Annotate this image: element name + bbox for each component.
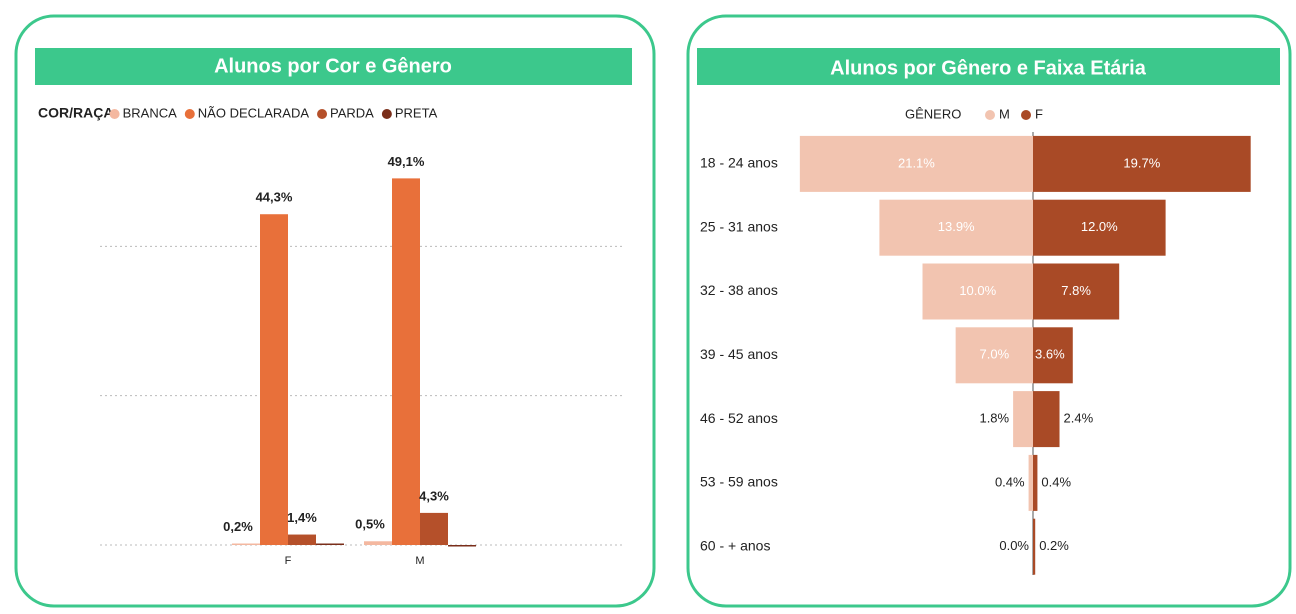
legend-marker xyxy=(381,109,392,119)
data-label: 19.7% xyxy=(1123,155,1160,170)
legend-marker xyxy=(109,109,120,119)
bar xyxy=(392,178,420,546)
data-label: 44,3% xyxy=(256,190,293,205)
data-label: 1.8% xyxy=(979,411,1009,426)
legend-label: F xyxy=(1035,106,1043,121)
card xyxy=(14,14,656,608)
data-label: 1,4% xyxy=(287,510,317,525)
y-tick-label: 46 - 52 anos xyxy=(700,410,778,426)
data-label: 3.6% xyxy=(1035,347,1065,362)
bar xyxy=(364,541,392,545)
data-label: 2.4% xyxy=(1064,411,1094,426)
data-label: 7.8% xyxy=(1061,283,1091,298)
x-tick-label: M xyxy=(415,555,424,567)
data-label: 0.2% xyxy=(1039,538,1069,553)
data-label: 0,5% xyxy=(355,517,385,532)
data-label: 0.4% xyxy=(995,474,1025,489)
data-label: 0,2% xyxy=(223,519,253,534)
title-bar xyxy=(35,48,632,85)
data-label: 21.1% xyxy=(898,155,935,170)
bar xyxy=(232,543,260,546)
bar xyxy=(1033,454,1038,511)
legend-marker xyxy=(1021,110,1031,120)
bar xyxy=(1033,135,1251,192)
legend-label: M xyxy=(999,106,1010,121)
y-tick-label: 18 - 24 anos xyxy=(700,155,778,171)
y-tick-label: 39 - 45 anos xyxy=(700,346,778,362)
bar xyxy=(1033,518,1036,575)
bar xyxy=(420,512,448,545)
legend-label: PRETA xyxy=(395,105,438,120)
title-bar xyxy=(697,48,1280,85)
bar xyxy=(1033,199,1166,256)
x-tick-label: F xyxy=(285,555,292,567)
data-label: 10.0% xyxy=(959,283,996,298)
data-label: 4,3% xyxy=(419,488,449,503)
legend-title: GÊNERO xyxy=(905,106,961,121)
data-label: 7.0% xyxy=(980,347,1010,362)
legend-label: NÃO DECLARADA xyxy=(198,105,310,120)
data-label: 0.4% xyxy=(1041,474,1071,489)
bar xyxy=(316,543,344,546)
y-tick-label: 25 - 31 anos xyxy=(700,218,778,234)
bar xyxy=(955,327,1033,384)
bar xyxy=(1013,391,1033,448)
bar xyxy=(448,545,476,547)
bar xyxy=(879,199,1033,256)
bar xyxy=(288,534,316,545)
bar xyxy=(260,214,288,545)
chart-title: Alunos por Gênero e Faixa Etária xyxy=(830,57,1147,79)
legend-label: BRANCA xyxy=(123,105,178,120)
y-tick-label: 53 - 59 anos xyxy=(700,474,778,490)
chart-title: Alunos por Cor e Gênero xyxy=(214,55,452,77)
bar xyxy=(1033,391,1060,448)
legend-title: COR/RAÇA xyxy=(38,105,113,121)
data-label: 0.0% xyxy=(999,538,1029,553)
bar xyxy=(1028,454,1033,511)
legend-marker xyxy=(184,109,195,119)
bar xyxy=(1033,263,1120,320)
bar xyxy=(799,135,1033,192)
y-tick-label: 32 - 38 anos xyxy=(700,282,778,298)
data-label: 49,1% xyxy=(388,154,425,169)
legend-label: PARDA xyxy=(330,105,374,120)
y-tick-label: 60 - + anos xyxy=(700,537,770,553)
legend-marker xyxy=(317,109,328,119)
legend-marker xyxy=(985,110,995,120)
data-label: 12.0% xyxy=(1081,219,1118,234)
bar xyxy=(922,263,1033,320)
bar xyxy=(1033,327,1073,384)
data-label: 13.9% xyxy=(938,219,975,234)
